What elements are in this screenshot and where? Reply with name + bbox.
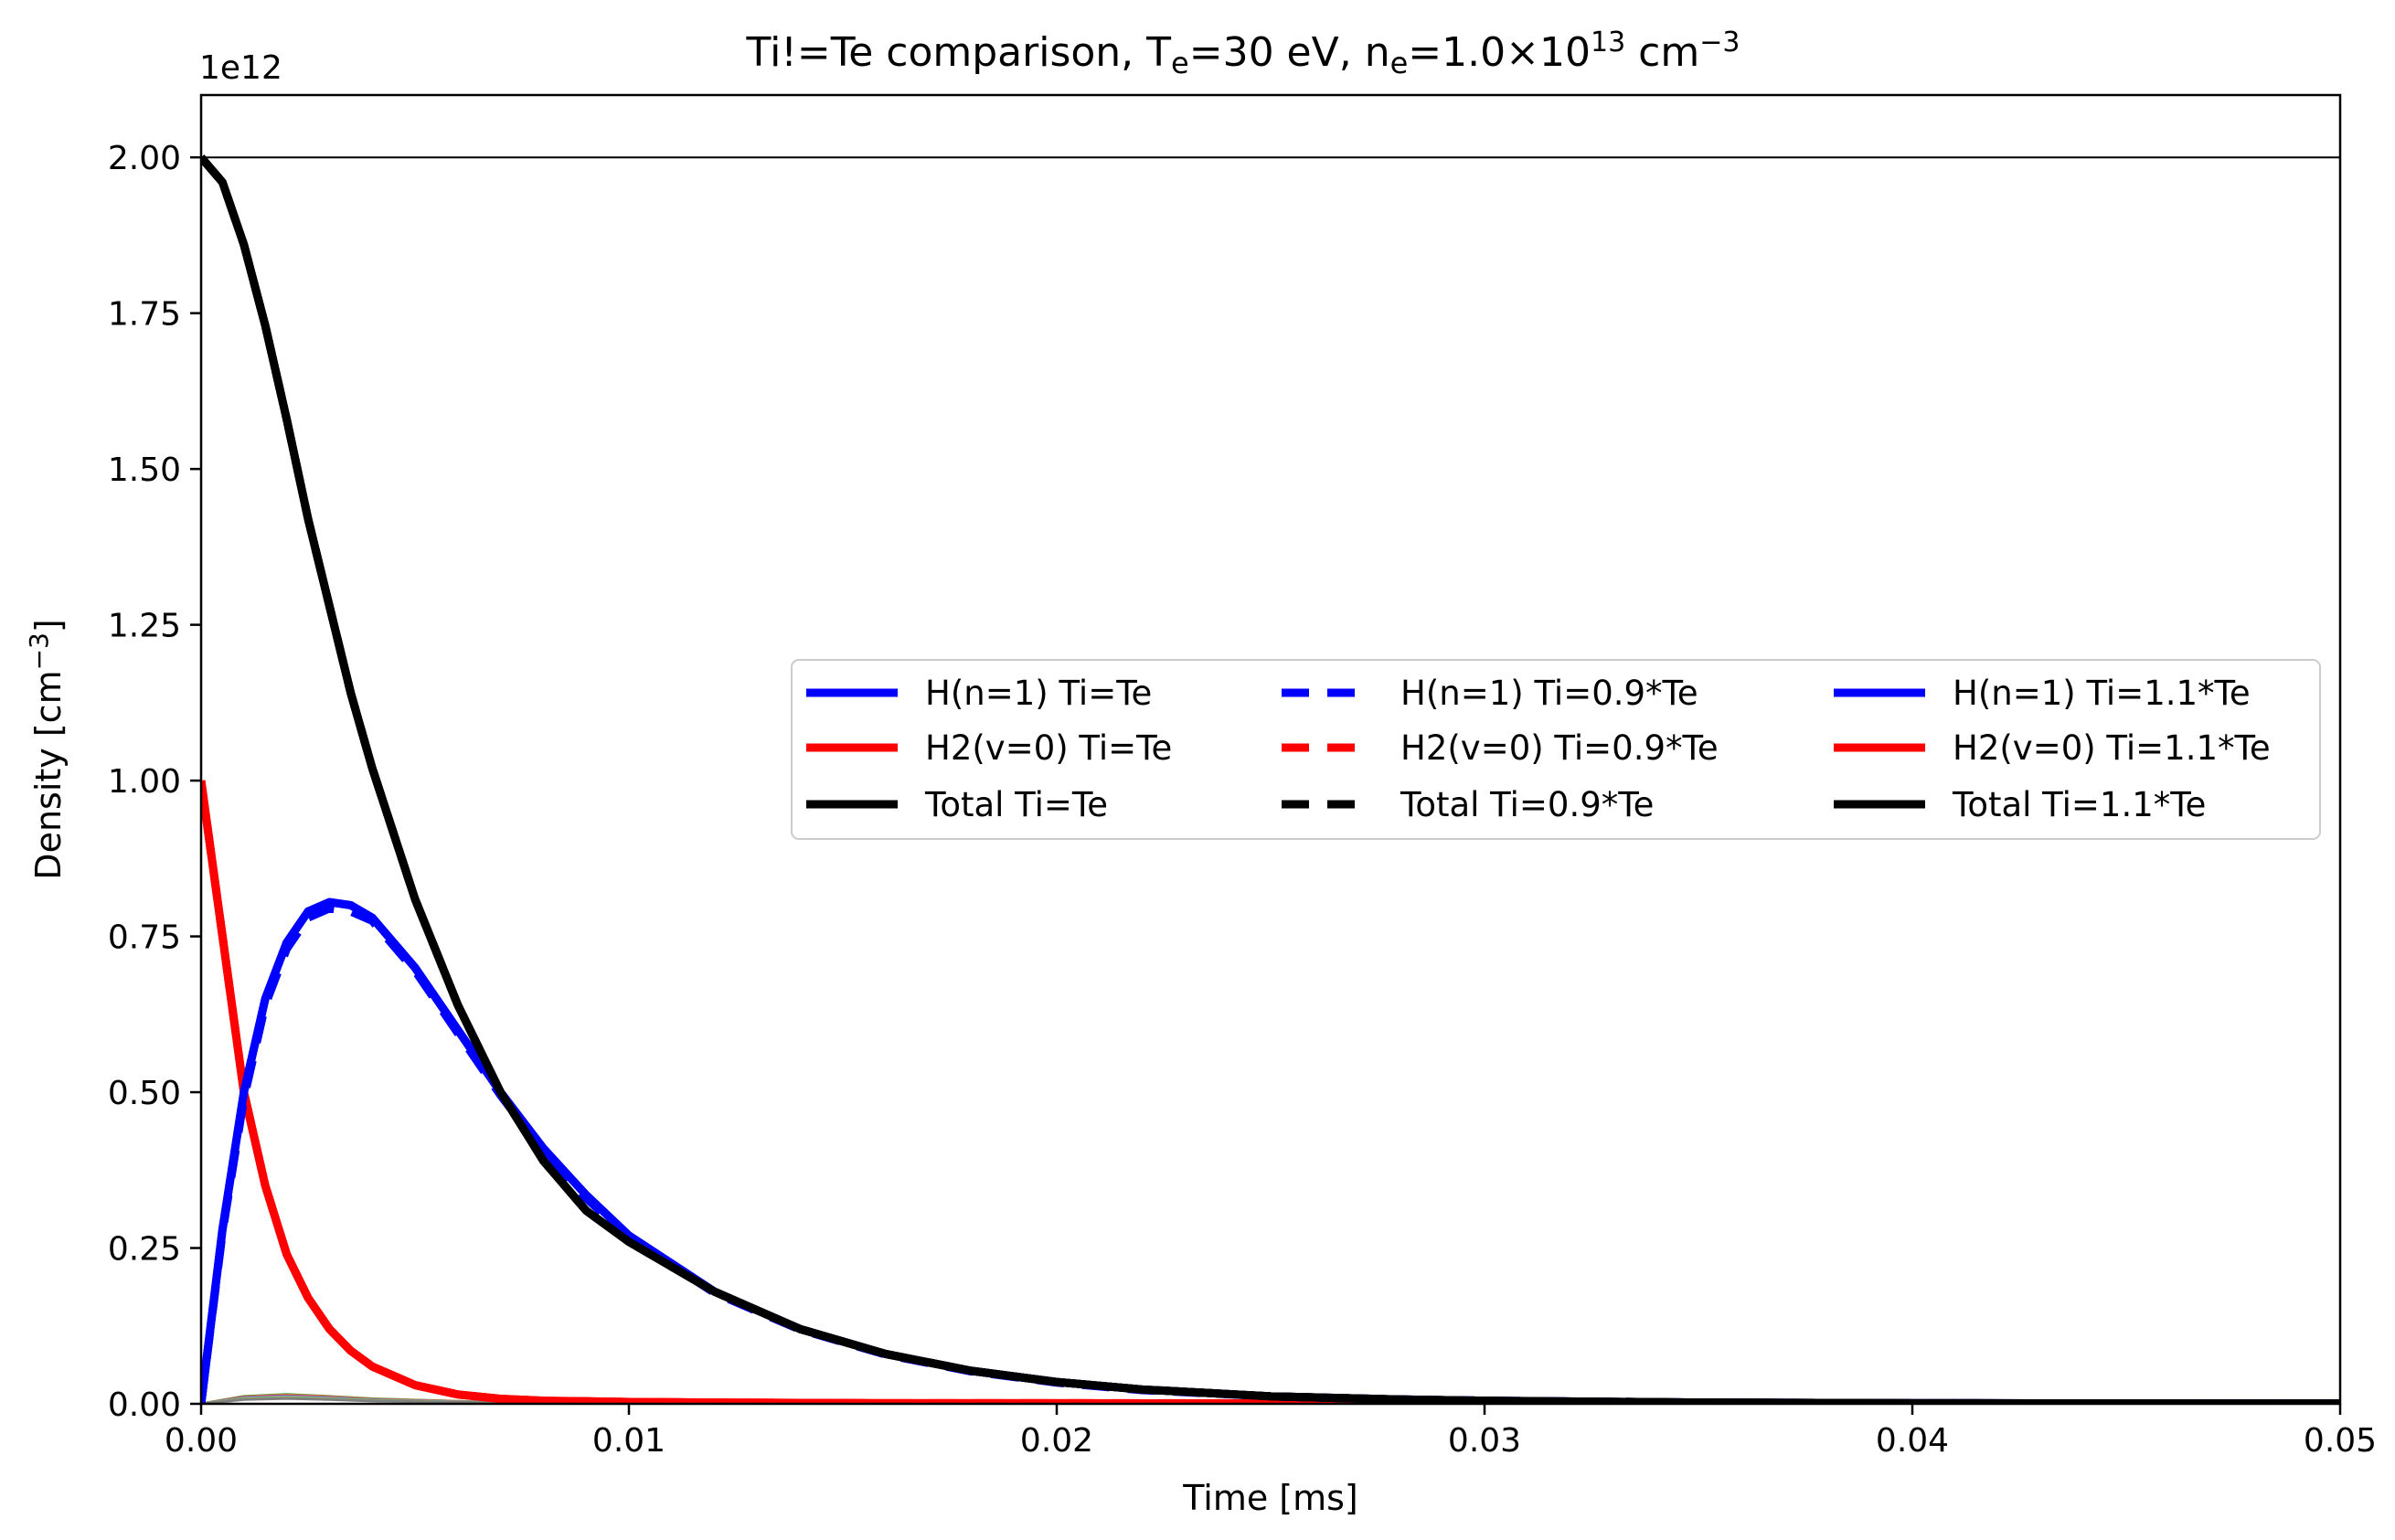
y-tick-label: 0.50: [108, 1075, 181, 1112]
legend-label: H2(v=0) Ti=1.1*Te: [1953, 728, 2271, 768]
y-tick-label: 1.50: [108, 451, 181, 489]
title-mid-2: =1.0×10: [1408, 29, 1591, 76]
legend-entry: H2(v=0) Ti=0.9*Te: [1282, 728, 1719, 768]
legend-box: [791, 659, 2321, 840]
y-tick-label: 1.25: [108, 608, 181, 645]
x-axis-ticks: 0.00 0.01 0.02 0.03 0.04 0.05: [165, 1404, 2377, 1460]
legend: H(n=1) Ti=Te H2(v=0) Ti=Te Total Ti=Te H(n=…: [791, 659, 2321, 840]
legend-entry: H(n=1) Ti=Te: [806, 674, 1152, 713]
legend-label: Total Ti=1.1*Te: [1952, 785, 2206, 824]
legend-entry: Total Ti=1.1*Te: [1834, 785, 2206, 824]
y-axis-label: Density [cm−3]: [24, 619, 69, 879]
legend-entry: H2(v=0) Ti=1.1*Te: [1834, 728, 2271, 768]
legend-label: Total Ti=0.9*Te: [1400, 785, 1654, 824]
y-tick-label: 0.00: [108, 1386, 181, 1424]
x-tick-label: 0.00: [165, 1422, 238, 1460]
legend-label: H2(v=0) Ti=0.9*Te: [1400, 728, 1719, 768]
chart-title: Ti!=Te comparison, Te=30 eV, ne=1.0×1013…: [746, 27, 1740, 80]
title-sup-13: 13: [1591, 27, 1625, 58]
y-tick-label: 1.75: [108, 296, 181, 334]
x-tick-label: 0.05: [2304, 1422, 2377, 1460]
y-tick-label: 1.00: [108, 763, 181, 801]
plot-frame: [199, 93, 2342, 1406]
x-tick-label: 0.04: [1876, 1422, 1949, 1460]
y-axis-label-close: ]: [28, 619, 69, 632]
y-axis-ticks: 0.00 0.25 0.50 0.75 1.00 1.25 1.50 1.75 2.00: [108, 140, 201, 1424]
title-sup-minus3: −3: [1699, 27, 1740, 58]
y-tick-label: 0.25: [108, 1231, 181, 1269]
legend-label: Total Ti=Te: [924, 785, 1108, 824]
title-mid-1: =30 eV, n: [1189, 29, 1390, 76]
legend-label: H(n=1) Ti=1.1*Te: [1953, 674, 2251, 713]
legend-entry: Total Ti=0.9*Te: [1282, 785, 1654, 824]
legend-entry: H(n=1) Ti=0.9*Te: [1282, 674, 1698, 713]
title-sub-e-1: e: [1171, 46, 1189, 80]
y-tick-label: 0.75: [108, 919, 181, 957]
x-axis-label: Time [ms]: [1182, 1478, 1358, 1518]
y-axis-label-sup: −3: [24, 632, 54, 670]
legend-entry: H(n=1) Ti=1.1*Te: [1834, 674, 2251, 713]
y-offset-label: 1e12: [199, 49, 282, 87]
axes-frame: [199, 93, 2342, 1406]
legend-label: H(n=1) Ti=0.9*Te: [1400, 674, 1698, 713]
x-tick-label: 0.03: [1448, 1422, 1521, 1460]
title-sub-e-2: e: [1390, 46, 1409, 80]
x-tick-label: 0.02: [1020, 1422, 1093, 1460]
legend-label: H(n=1) Ti=Te: [925, 674, 1152, 713]
y-axis-label-text: Density [cm: [28, 670, 69, 879]
y-tick-label: 2.00: [108, 140, 181, 177]
series-line: [201, 154, 2340, 1404]
legend-entry: Total Ti=Te: [806, 785, 1108, 824]
x-tick-label: 0.01: [592, 1422, 665, 1460]
title-prefix: Ti!=Te comparison, T: [746, 29, 1172, 76]
legend-entry: H2(v=0) Ti=Te: [806, 728, 1172, 768]
legend-label: H2(v=0) Ti=Te: [925, 728, 1172, 768]
title-mid-3: cm: [1625, 29, 1699, 76]
